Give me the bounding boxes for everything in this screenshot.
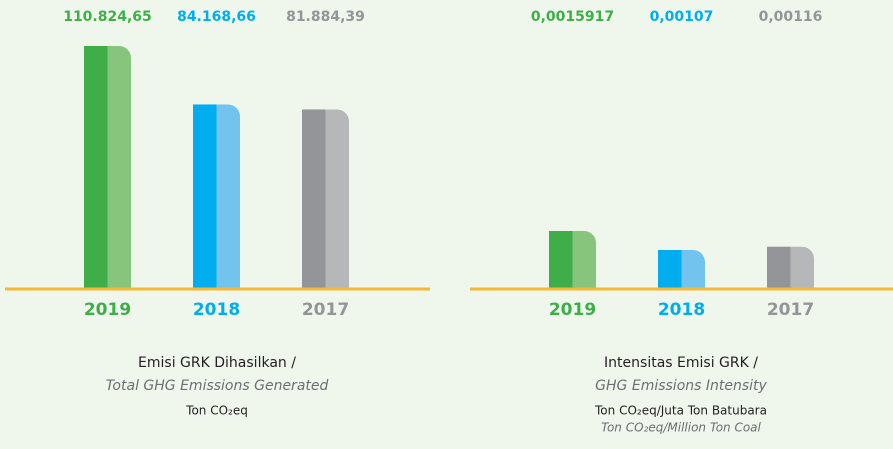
- unit: Ton CO₂eq: [185, 404, 248, 418]
- bar-left: [549, 231, 573, 289]
- x-tick-label: 2018: [658, 300, 705, 320]
- value-label: 0,0015917: [531, 9, 614, 25]
- x-tick-label: 2019: [549, 300, 596, 320]
- value-label: 0,00116: [759, 9, 823, 25]
- bar-right: [681, 250, 705, 289]
- chart-subtitle: GHG Emissions Intensity: [595, 378, 767, 394]
- bar-right: [107, 46, 131, 289]
- bar-right: [572, 231, 596, 289]
- bar-left: [767, 246, 791, 289]
- bar-right: [325, 109, 349, 289]
- bar-right: [216, 104, 240, 290]
- chart-title: Intensitas Emisi GRK /: [604, 355, 758, 371]
- bar-right: [790, 246, 814, 289]
- x-tick-label: 2017: [767, 300, 814, 320]
- chart-title: Emisi GRK Dihasilkan /: [138, 355, 296, 371]
- value-label: 0,00107: [650, 9, 714, 25]
- bar-left: [302, 109, 326, 289]
- x-tick-label: 2019: [84, 300, 131, 320]
- x-tick-label: 2017: [302, 300, 349, 320]
- bar-left: [193, 104, 217, 290]
- bar-left: [84, 46, 108, 289]
- unit: Ton CO₂eq/Juta Ton Batubara: [594, 404, 767, 418]
- value-label: 110.824,65: [63, 9, 152, 25]
- bar-left: [658, 250, 682, 289]
- value-label: 84.168,66: [177, 9, 256, 25]
- chart-subtitle: Total GHG Emissions Generated: [106, 378, 329, 394]
- value-label: 81.884,39: [286, 9, 365, 25]
- x-tick-label: 2018: [193, 300, 240, 320]
- unit-subtitle: Ton CO₂eq/Million Ton Coal: [601, 421, 761, 435]
